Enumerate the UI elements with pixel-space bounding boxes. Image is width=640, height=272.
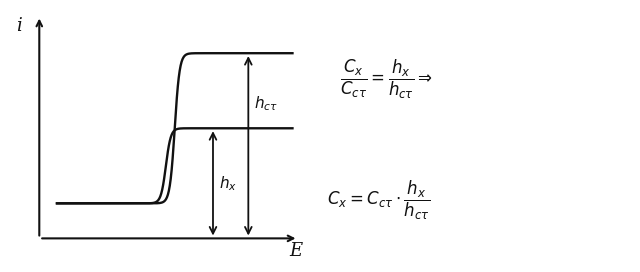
Text: $\dfrac{C_x}{C_{c\tau}} = \dfrac{h_x}{h_{c\tau}} \Rightarrow$: $\dfrac{C_x}{C_{c\tau}} = \dfrac{h_x}{h_…	[340, 58, 433, 101]
Text: $h_x$: $h_x$	[219, 174, 237, 193]
Text: i: i	[16, 17, 22, 35]
Text: $C_x = C_{c\tau} \cdot \dfrac{h_x}{h_{c\tau}}$: $C_x = C_{c\tau} \cdot \dfrac{h_x}{h_{c\…	[326, 178, 430, 221]
Text: E: E	[289, 242, 303, 260]
Text: $h_{c\tau}$: $h_{c\tau}$	[254, 94, 278, 113]
